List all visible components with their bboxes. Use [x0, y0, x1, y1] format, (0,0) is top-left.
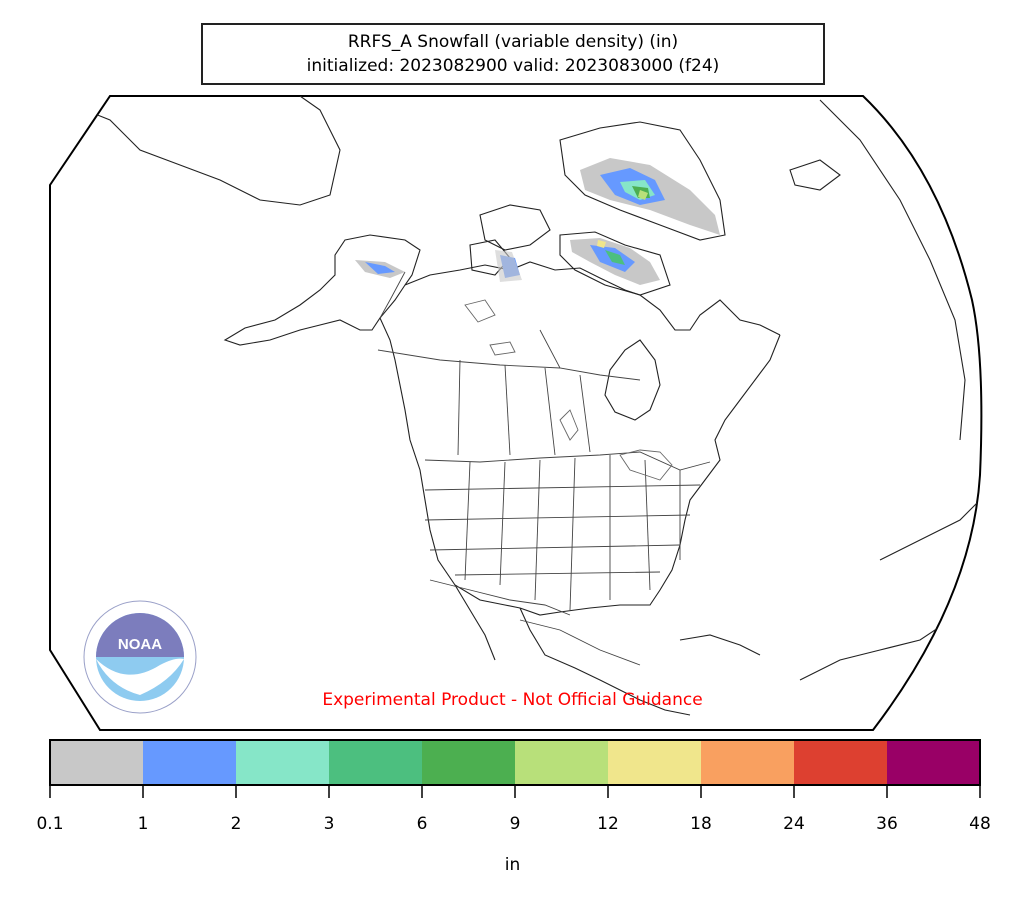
colorbar-swatch	[794, 740, 888, 785]
colorbar-tick-label: 6	[416, 814, 428, 834]
border-us-states-v2	[499, 461, 506, 586]
border-us-states-h3	[429, 544, 681, 551]
coastline-greenland	[559, 121, 726, 241]
snow-ellesmere-yellow	[597, 240, 606, 248]
snowfall-overlay	[355, 158, 720, 285]
coastline-hudson-bay	[604, 339, 661, 421]
coastline-west	[379, 317, 521, 609]
colorbar-unit-label: in	[504, 855, 521, 875]
colorbar-swatch	[515, 740, 609, 785]
coastline-europe	[819, 99, 966, 441]
map-frame	[49, 95, 983, 731]
border-us-mexico	[429, 579, 571, 616]
colorbar-tick-label: 36	[876, 814, 898, 834]
border-us-states-v3	[534, 459, 541, 601]
snow-ellesmere-teal	[605, 250, 625, 265]
great-slave-lake	[489, 341, 516, 356]
colorbar-swatch	[236, 740, 330, 785]
colorbar	[50, 740, 981, 785]
coastline-siberia	[59, 96, 341, 206]
great-bear-lake	[464, 299, 496, 323]
coastline-cuba	[679, 634, 761, 656]
border-us-states-h4	[454, 571, 661, 576]
map-title: RRFS_A Snowfall (variable density) (in) …	[201, 23, 825, 85]
border-canada-provinces-5	[579, 374, 591, 453]
title-line-2: initialized: 2023082900 valid: 202308300…	[306, 56, 720, 76]
border-us-states-v4	[569, 457, 576, 611]
border-canada-provinces-3	[504, 364, 511, 456]
experimental-warning: Experimental Product - Not Official Guid…	[322, 690, 703, 710]
colorbar-swatch	[608, 740, 702, 785]
border-canada-provinces-2	[457, 359, 461, 456]
border-us-states-v1	[464, 461, 471, 581]
snow-alaska-blue	[365, 262, 395, 274]
border-canada-provinces-1	[377, 349, 561, 369]
colorbar-tick-label: 12	[597, 814, 619, 834]
border-canada-provinces-4	[544, 367, 556, 456]
title-line-1: RRFS_A Snowfall (variable density) (in)	[347, 32, 679, 52]
coastline-africa	[879, 499, 981, 561]
colorbar-tick-label: 48	[969, 814, 991, 834]
colorbar-tick-label: 0.1	[36, 814, 64, 834]
coastline-arctic-islands-2	[559, 231, 671, 296]
colorbar-tick-label: 18	[690, 814, 712, 834]
coastline-canada-north	[404, 261, 781, 336]
border-mexico-states	[519, 619, 641, 666]
great-lakes	[619, 449, 673, 481]
colorbar-tick-label: 2	[230, 814, 242, 834]
colorbar-swatch	[143, 740, 237, 785]
snow-baffin-gray	[495, 250, 522, 282]
border-canada-provinces-6	[539, 329, 641, 381]
noaa-logo-text: NOAA	[118, 636, 162, 653]
coastline-south-america	[799, 619, 951, 681]
coastline-alaska	[223, 234, 421, 346]
colorbar-swatch	[50, 740, 144, 785]
border-us-states-v6	[644, 459, 651, 591]
coastline-baja	[454, 584, 496, 661]
colorbar-swatch	[887, 740, 981, 785]
border-us-states-h1	[424, 484, 701, 491]
colorbar-swatch	[701, 740, 795, 785]
snow-greenland-lime	[638, 190, 648, 200]
noaa-logo: NOAA	[83, 600, 197, 714]
colorbar-tick-label: 1	[137, 814, 149, 834]
coastline-east	[519, 334, 781, 616]
coastline-iceland	[789, 159, 841, 191]
coastline-mexico	[519, 607, 691, 716]
colorbar-swatch	[329, 740, 423, 785]
colorbar-tick-label: 24	[783, 814, 805, 834]
colorbar-tick-label: 9	[509, 814, 521, 834]
border-us-states-h2	[424, 514, 691, 521]
border-alaska-canada	[379, 271, 406, 319]
lake-winnipeg	[559, 409, 579, 441]
colorbar-tick-label: 3	[323, 814, 335, 834]
colorbar-swatch	[422, 740, 516, 785]
